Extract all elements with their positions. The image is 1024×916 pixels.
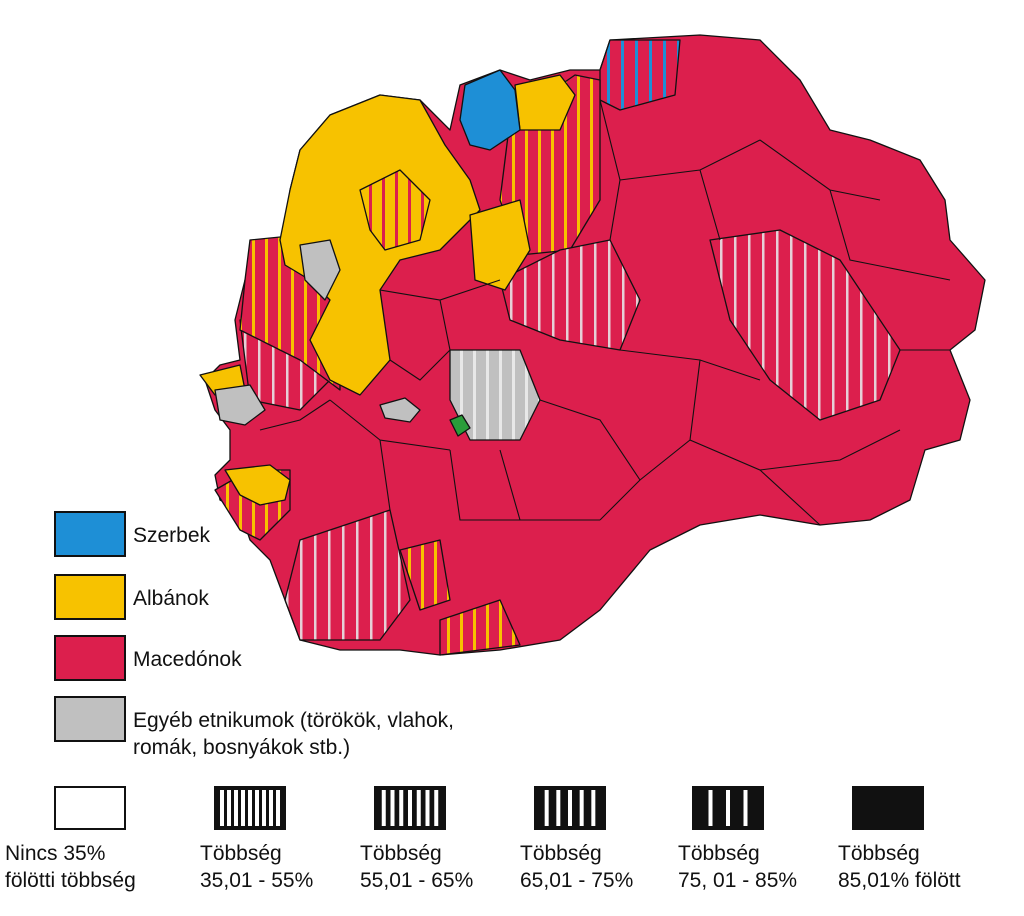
pattern-label: Többség bbox=[200, 842, 282, 865]
pattern-stripe bbox=[248, 790, 252, 826]
legend-label: Szerbek bbox=[133, 524, 211, 547]
pattern-stripe bbox=[708, 790, 713, 826]
pattern-stripe bbox=[743, 790, 748, 826]
pattern-label: Többség bbox=[360, 842, 442, 865]
pattern-stripe bbox=[220, 790, 224, 826]
map bbox=[199, 34, 986, 656]
legend-swatch bbox=[54, 574, 126, 620]
albanian-region bbox=[224, 464, 291, 506]
striped-region bbox=[359, 169, 431, 251]
legend-label: Macedónok bbox=[133, 648, 242, 671]
pattern-stripe bbox=[276, 790, 280, 826]
pattern-swatch bbox=[852, 786, 924, 830]
other-region bbox=[379, 397, 421, 423]
pattern-swatch bbox=[54, 786, 126, 830]
pattern-stripe bbox=[399, 790, 404, 826]
pattern-label: 35,01 - 55% bbox=[200, 869, 313, 892]
striped-region bbox=[439, 599, 521, 656]
legend-swatch bbox=[54, 511, 126, 557]
pattern-stripe bbox=[381, 790, 386, 826]
pattern-stripe bbox=[434, 790, 439, 826]
pattern-stripe bbox=[416, 790, 421, 826]
pattern-label: Nincs 35% bbox=[5, 842, 105, 865]
striped-region bbox=[709, 229, 901, 421]
pattern-label: Többség bbox=[838, 842, 920, 865]
pattern-stripe bbox=[568, 790, 572, 826]
pattern-label: Többség bbox=[678, 842, 760, 865]
legend: Szerbek Albánok Macedónok Egyéb etnikumok (… bbox=[5, 511, 961, 892]
pattern-stripe bbox=[579, 790, 584, 826]
municipality-borders bbox=[259, 99, 951, 526]
pattern-label: 85,01% fölött bbox=[838, 869, 961, 892]
pattern-stripe bbox=[556, 790, 561, 826]
legend-label: romák, bosnyákok stb.) bbox=[133, 736, 350, 759]
other-region bbox=[214, 384, 266, 426]
pattern-stripe bbox=[234, 790, 238, 826]
striped-region bbox=[499, 239, 641, 351]
striped-region bbox=[449, 349, 541, 441]
pattern-label: Többség bbox=[520, 842, 602, 865]
legend-label: Albánok bbox=[133, 587, 209, 610]
legend-swatch bbox=[54, 635, 126, 681]
pattern-stripe bbox=[591, 790, 596, 826]
pattern-stripe bbox=[408, 790, 412, 826]
serbian-region bbox=[459, 69, 521, 151]
pattern-label: 75, 01 - 85% bbox=[678, 869, 797, 892]
pattern-label: 65,01 - 75% bbox=[520, 869, 633, 892]
pattern-stripe bbox=[227, 790, 231, 826]
legend-swatch bbox=[54, 696, 126, 742]
pattern-stripe bbox=[269, 790, 273, 826]
legend-label: Egyéb etnikumok (törökök, vlahok, bbox=[133, 709, 454, 732]
small-region bbox=[449, 414, 471, 437]
pattern-stripe bbox=[544, 790, 549, 826]
other-region bbox=[299, 239, 341, 301]
pattern-stripe bbox=[262, 790, 266, 826]
pattern-stripe bbox=[425, 790, 430, 826]
striped-region bbox=[399, 539, 451, 611]
pattern-stripe bbox=[255, 790, 259, 826]
pattern-stripe bbox=[726, 790, 730, 826]
albanian-region bbox=[469, 199, 531, 291]
pattern-stripe bbox=[390, 790, 395, 826]
pattern-label: fölötti többség bbox=[5, 869, 136, 892]
pattern-label: 55,01 - 65% bbox=[360, 869, 473, 892]
pattern-stripe bbox=[241, 790, 245, 826]
